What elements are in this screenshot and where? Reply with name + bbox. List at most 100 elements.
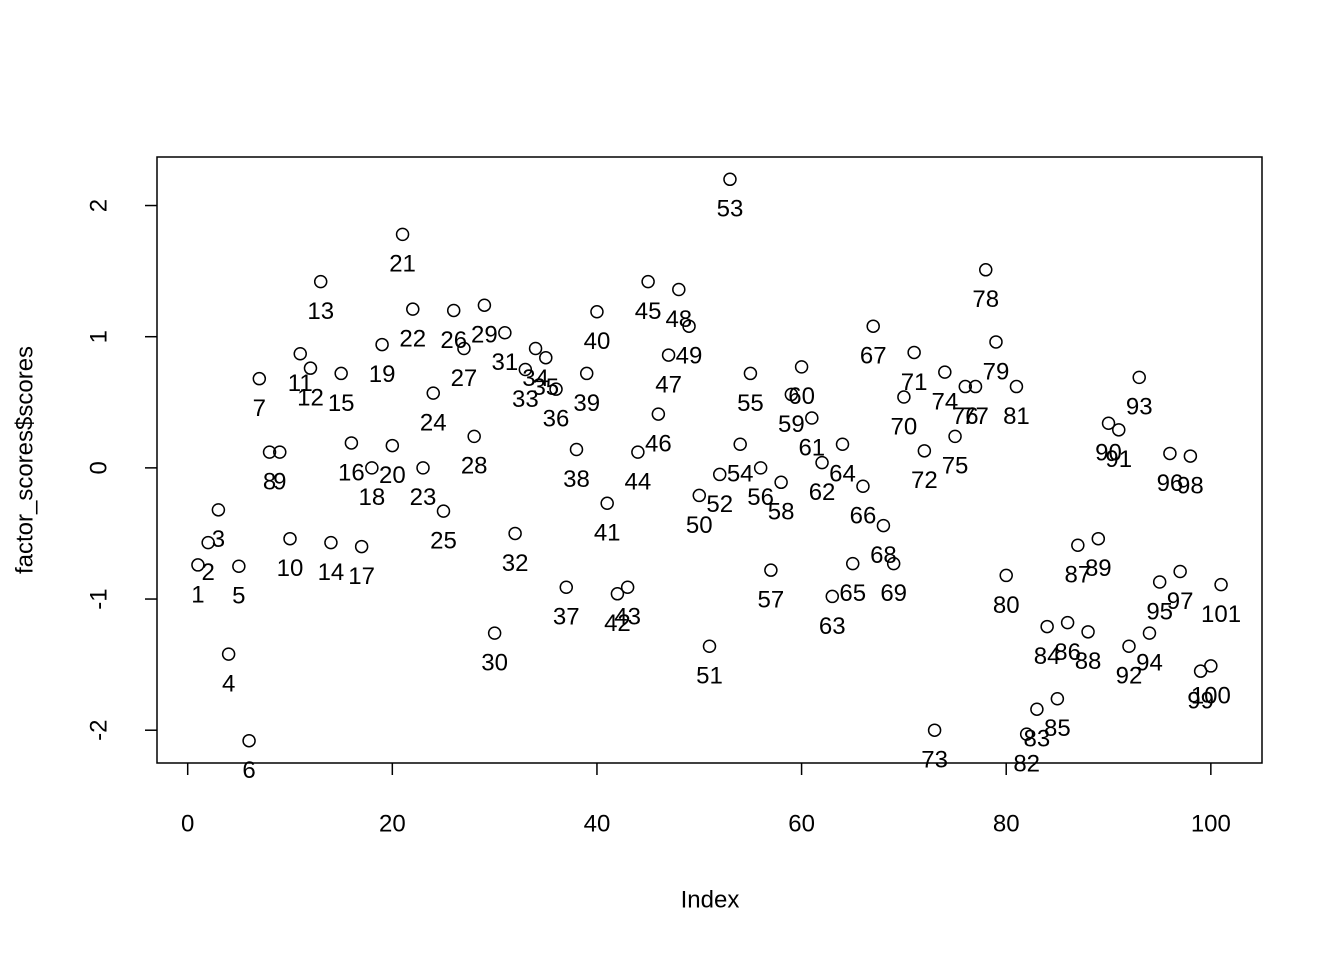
- point: [283, 531, 297, 546]
- point: [365, 461, 379, 475]
- point-label: 14: [318, 559, 345, 586]
- point: [784, 387, 799, 402]
- point: [958, 379, 973, 394]
- point-label: 20: [379, 462, 406, 489]
- point-label: 76: [952, 403, 979, 430]
- point-label: 66: [850, 503, 877, 530]
- point-label: 34: [522, 365, 549, 392]
- point: [856, 479, 870, 493]
- point-label: 41: [594, 520, 621, 547]
- point: [293, 347, 307, 361]
- point: [999, 568, 1013, 583]
- point-label: 74: [931, 388, 958, 415]
- point: [907, 345, 921, 360]
- point-label: 18: [359, 484, 386, 511]
- point: [1112, 423, 1126, 437]
- point-label: 96: [1157, 470, 1184, 497]
- point: [733, 437, 747, 452]
- point: [201, 535, 215, 550]
- point-label: 5: [232, 583, 245, 610]
- point: [1081, 625, 1095, 639]
- point: [917, 444, 932, 458]
- point-label: 21: [389, 251, 416, 278]
- point: [1071, 538, 1085, 553]
- point: [794, 360, 809, 374]
- point-label: 39: [573, 390, 600, 417]
- point: [948, 429, 962, 444]
- point: [845, 556, 860, 571]
- point: [1163, 446, 1177, 461]
- point: [252, 371, 267, 386]
- point-label: 32: [502, 550, 529, 577]
- point: [539, 350, 553, 365]
- point: [1183, 449, 1198, 463]
- point: [897, 390, 911, 404]
- point: [303, 361, 318, 375]
- point: [477, 298, 492, 312]
- point-label: 15: [328, 390, 355, 417]
- point: [211, 503, 226, 517]
- point: [1030, 702, 1044, 716]
- point: [886, 556, 901, 571]
- point-label: 85: [1044, 715, 1071, 742]
- point: [723, 172, 737, 187]
- point-label: 65: [839, 580, 866, 607]
- point-label: 80: [993, 592, 1020, 619]
- point: [221, 647, 236, 661]
- point-label: 94: [1136, 649, 1163, 676]
- point-label: 12: [297, 385, 324, 412]
- x-tick-label: 20: [379, 810, 406, 837]
- point-label: 78: [972, 286, 999, 313]
- point: [610, 587, 625, 601]
- point: [743, 366, 758, 381]
- point: [518, 362, 533, 377]
- point-label: 17: [348, 563, 375, 590]
- point-label: 93: [1126, 394, 1153, 421]
- point: [324, 535, 338, 550]
- point-label: 75: [942, 453, 969, 480]
- point-label: 99: [1187, 688, 1214, 715]
- point-label: 90: [1095, 440, 1122, 467]
- x-tick-label: 0: [181, 810, 194, 837]
- point-label: 29: [471, 322, 498, 349]
- point: [1101, 416, 1116, 431]
- point-label: 1: [191, 581, 204, 608]
- point-label: 97: [1167, 588, 1194, 615]
- point: [313, 274, 328, 289]
- point-label: 10: [277, 555, 304, 582]
- point-label: 79: [983, 358, 1010, 385]
- point: [661, 348, 676, 362]
- point-label: 2: [201, 559, 214, 586]
- point-label: 38: [563, 466, 590, 493]
- y-tick-label: 0: [85, 461, 112, 474]
- point: [753, 461, 768, 475]
- point: [1060, 615, 1075, 630]
- point: [262, 445, 277, 459]
- point: [354, 539, 369, 554]
- point-label: 48: [665, 306, 692, 333]
- point: [1091, 531, 1106, 546]
- y-tick-label: 2: [85, 199, 112, 212]
- point-label: 4: [222, 670, 235, 697]
- point: [672, 282, 686, 297]
- point: [702, 639, 717, 654]
- point: [805, 411, 819, 425]
- point: [232, 559, 246, 573]
- point-label: 26: [440, 327, 467, 354]
- point-label: 16: [338, 459, 365, 486]
- point-label: 9: [273, 468, 286, 495]
- x-tick-label: 40: [584, 810, 611, 837]
- point: [416, 461, 430, 475]
- point-label: 53: [717, 196, 744, 223]
- point: [876, 518, 891, 533]
- point-label: 30: [481, 649, 508, 676]
- point: [395, 227, 410, 242]
- point-label: 60: [788, 383, 815, 410]
- y-axis-title: factor_scores$scores: [11, 346, 38, 574]
- point-label: 51: [696, 663, 723, 690]
- point-label: 37: [553, 604, 580, 631]
- point-label: 8: [263, 468, 276, 495]
- point: [1040, 619, 1054, 634]
- point-label: 40: [584, 328, 611, 355]
